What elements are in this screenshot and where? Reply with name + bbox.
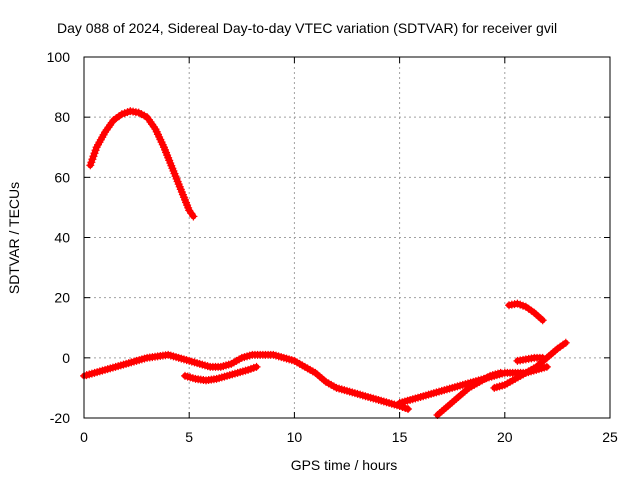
y-tick-label: -20 (50, 410, 70, 426)
grid-layer (84, 57, 610, 418)
data-layer (80, 107, 570, 419)
x-tick-label: 5 (185, 429, 193, 445)
series-arc-rise-b (490, 338, 570, 392)
y-tick-label: 60 (54, 169, 70, 185)
x-tick-label: 20 (497, 429, 513, 445)
data-point (496, 368, 505, 377)
series-arc-dip (180, 362, 261, 385)
series-arc-rise-a (433, 368, 505, 419)
data-point (404, 404, 413, 413)
series-arc-high (86, 107, 198, 221)
chart-title: Day 088 of 2024, Sidereal Day-to-day VTE… (57, 20, 557, 36)
data-point (538, 353, 547, 362)
data-point (561, 338, 570, 347)
x-tick-label: 0 (80, 429, 88, 445)
x-tick-label: 10 (287, 429, 303, 445)
x-tick-label: 15 (392, 429, 408, 445)
y-axis-label: SDTVAR / TECUs (6, 182, 22, 294)
data-point (189, 212, 198, 221)
y-tick-label: 80 (54, 109, 70, 125)
tick-layer: 0 5 10 15 20 25 -20 0 20 40 60 80 100 (47, 49, 618, 445)
x-tick-label: 25 (602, 429, 618, 445)
series-arc-short (513, 353, 547, 365)
data-point (538, 316, 547, 325)
x-axis-label: GPS time / hours (291, 457, 398, 473)
plot-frame (83, 56, 611, 419)
series-arc-late-high (505, 299, 547, 325)
y-tick-label: 0 (62, 350, 70, 366)
data-point (542, 362, 551, 371)
y-tick-label: 40 (54, 230, 70, 246)
series-arc-main (80, 350, 413, 413)
data-point (252, 362, 261, 371)
y-tick-label: 100 (47, 49, 71, 65)
y-tick-label: 20 (54, 290, 70, 306)
